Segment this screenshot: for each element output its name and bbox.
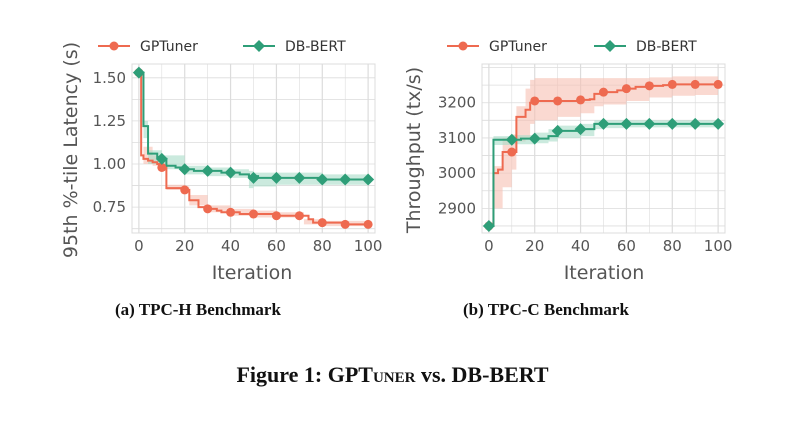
y-axis-label-b: Throughput (tx/s) [403, 67, 425, 234]
point-gptuner-b [667, 79, 677, 89]
figure-caption-name-smallcaps: uner [372, 362, 416, 387]
point-dbbert-b [597, 117, 610, 130]
point-gptuner-a [294, 211, 304, 221]
point-dbbert-a [201, 164, 214, 177]
point-gptuner-b [690, 79, 700, 89]
figure-caption-name-main: GPT [327, 362, 373, 387]
x-tick-label-a: 80 [313, 237, 332, 255]
x-tick-label-b: 100 [704, 237, 733, 255]
x-tick-label-a: 40 [221, 237, 240, 255]
point-dbbert-b [528, 132, 541, 145]
point-gptuner-b [553, 96, 563, 106]
y-tick-label-a: 0.75 [93, 198, 126, 216]
point-gptuner-a [363, 219, 373, 229]
point-gptuner-a [157, 162, 167, 172]
point-dbbert-a [362, 173, 375, 186]
point-gptuner-b [599, 87, 608, 97]
y-axis-label-a: 95th %-tile Latency (s) [60, 42, 82, 258]
y-tick-label-b: 3200 [438, 94, 476, 112]
y-tick-labels-a: 0.75 1.00 1.25 1.50 [93, 69, 126, 216]
panel-tpcc: GPTuner DB-BERT 0 20 40 60 80 100 2900 3000 310… [403, 39, 732, 284]
x-axis-label-a: Iteration [212, 262, 293, 284]
point-dbbert-b [482, 219, 495, 232]
y-tick-label-a: 1.50 [93, 69, 126, 87]
x-tick-label-b: 40 [571, 237, 590, 255]
figure-caption-rest: vs. DB-BERT [420, 362, 549, 387]
point-gptuner-b [644, 81, 654, 91]
x-tick-label-a: 100 [354, 237, 383, 255]
point-dbbert-b [620, 117, 633, 130]
point-dbbert-a [339, 173, 352, 186]
point-dbbert-a [316, 173, 329, 186]
point-gptuner-b [576, 95, 586, 105]
y-tick-label-b: 2900 [438, 199, 476, 217]
x-tick-labels-a: 0 20 40 60 80 100 [134, 237, 382, 255]
point-gptuner-a [340, 219, 350, 229]
point-gptuner-a [203, 204, 213, 214]
point-gptuner-b [530, 96, 540, 106]
point-dbbert-b [574, 123, 587, 136]
legend-gptuner-marker-a [109, 41, 119, 51]
point-dbbert-b [666, 117, 679, 130]
figure-caption: Figure 1: GPTuner vs. DB-BERT [0, 362, 785, 388]
legend-a: GPTuner DB-BERT [98, 39, 346, 55]
point-dbbert-b [643, 117, 656, 130]
point-dbbert-a [224, 166, 237, 179]
legend-gptuner-label-b: GPTuner [489, 39, 547, 55]
legend-dbbert-marker-a [253, 40, 265, 52]
x-tick-label-b: 20 [525, 237, 544, 255]
y-tick-label-a: 1.25 [93, 112, 126, 130]
x-tick-label-b: 0 [484, 237, 494, 255]
legend-dbbert-label-b: DB-BERT [636, 39, 697, 55]
point-gptuner-b [713, 79, 723, 89]
y-tick-labels-b: 2900 3000 3100 3200 [438, 94, 476, 218]
point-gptuner-b [621, 84, 631, 94]
x-tick-label-b: 80 [663, 237, 682, 255]
point-dbbert-b [505, 133, 518, 146]
y-tick-label-b: 3100 [438, 129, 476, 147]
point-dbbert-b [689, 117, 702, 130]
x-tick-label-a: 20 [175, 237, 194, 255]
point-gptuner-a [317, 218, 327, 228]
point-dbbert-a [270, 171, 283, 184]
legend-gptuner-marker-b [458, 41, 468, 51]
markers-a [132, 66, 375, 229]
point-dbbert-a [132, 66, 145, 79]
legend-dbbert-label-a: DB-BERT [285, 39, 346, 55]
legend-gptuner-label-a: GPTuner [140, 39, 198, 55]
x-tick-label-b: 60 [617, 237, 636, 255]
y-tick-label-a: 1.00 [93, 155, 126, 173]
x-tick-label-a: 0 [134, 237, 144, 255]
markers-b [482, 79, 725, 232]
grid-a [131, 63, 376, 234]
y-tick-label-b: 3000 [438, 164, 476, 182]
subcaption-a: (a) TPC-H Benchmark [115, 300, 281, 319]
legend-b: GPTuner DB-BERT [447, 39, 697, 55]
point-gptuner-b [507, 147, 517, 157]
point-dbbert-b [551, 124, 564, 137]
figure-caption-label: Figure 1: [236, 362, 323, 387]
point-dbbert-b [712, 117, 725, 130]
x-tick-labels-b: 0 20 40 60 80 100 [484, 237, 732, 255]
legend-dbbert-marker-b [604, 40, 616, 52]
band-gptuner-b [488, 76, 719, 226]
point-dbbert-a [247, 171, 260, 184]
x-tick-label-a: 60 [267, 237, 286, 255]
point-dbbert-a [293, 171, 306, 184]
point-gptuner-a [271, 211, 281, 221]
point-dbbert-a [155, 152, 168, 165]
x-axis-label-b: Iteration [564, 262, 645, 284]
bands-b [488, 76, 719, 226]
point-dbbert-a [178, 163, 191, 176]
point-gptuner-a [249, 209, 258, 219]
panel-tpch: GPTuner DB-BERT 0 20 40 60 80 100 0.75 1.00 1.2… [60, 39, 382, 284]
subcaption-b: (b) TPC-C Benchmark [463, 300, 629, 319]
point-gptuner-a [180, 185, 190, 195]
series-line-dbbert-a [138, 71, 369, 181]
point-gptuner-a [226, 207, 236, 217]
